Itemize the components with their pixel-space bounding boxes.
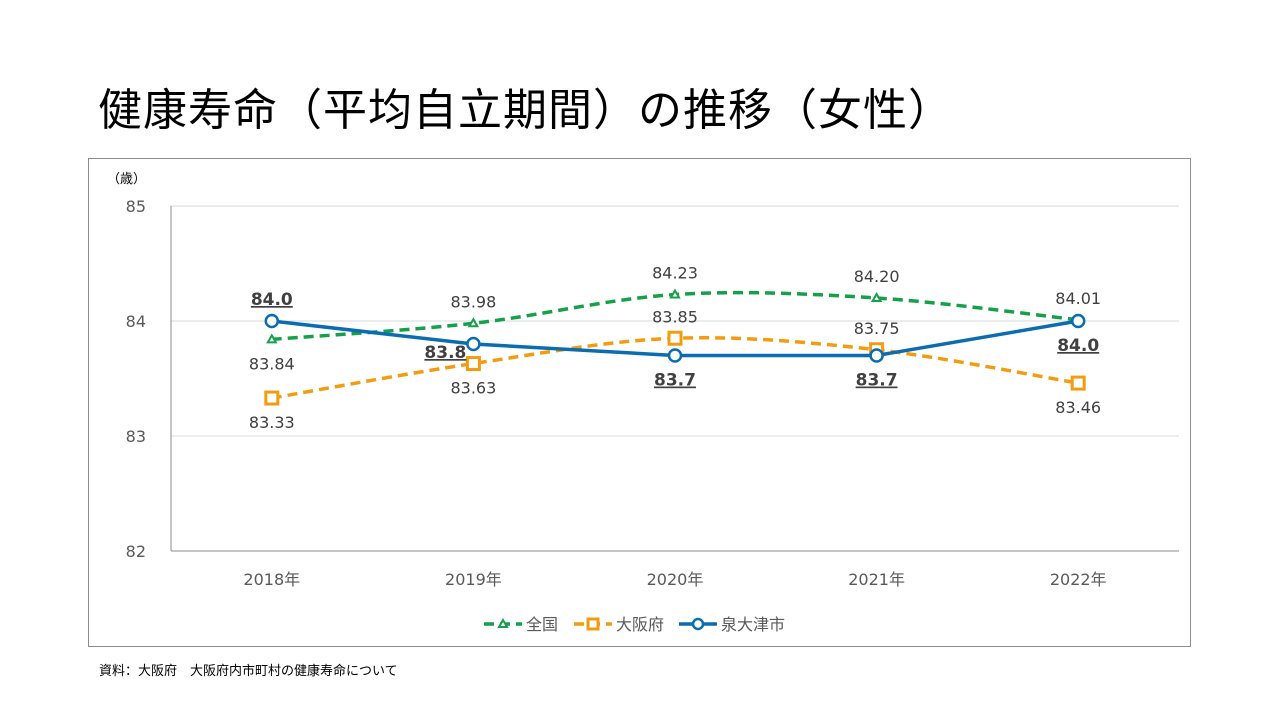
data-point-marker[interactable] (667, 330, 683, 346)
data-label: 83.85 (652, 307, 698, 326)
legend-label[interactable]: 大阪府 (616, 615, 664, 634)
data-label: 84.20 (854, 267, 900, 286)
data-label: 83.84 (249, 354, 295, 373)
data-label: 83.46 (1055, 398, 1101, 417)
source-note: 資料：大阪府 大阪府内市町村の健康寿命について (99, 664, 398, 679)
data-label: 83.7 (654, 371, 696, 391)
data-label: 83.8 (424, 343, 466, 363)
data-label: 84.0 (1057, 336, 1099, 356)
x-tick-label: 2019年 (445, 570, 502, 589)
data-label: 83.98 (450, 292, 496, 311)
x-tick-label: 2021年 (848, 570, 905, 589)
data-label: 83.75 (854, 319, 900, 338)
data-point-marker[interactable] (467, 317, 480, 328)
legend-label[interactable]: 泉大津市 (721, 615, 785, 634)
y-tick-label: 83 (126, 427, 146, 446)
data-point-marker[interactable] (870, 291, 883, 302)
legend-marker (691, 617, 705, 631)
x-tick-label: 2022年 (1050, 570, 1107, 589)
x-tick-label: 2020年 (647, 570, 704, 589)
legend-label[interactable]: 全国 (526, 615, 558, 634)
data-point-marker[interactable] (266, 333, 278, 344)
chart-area: 82 83 84 85 （歳） 2018年 2019年 2020年 2021年 2022年 83.8… (88, 158, 1191, 647)
data-point-marker[interactable] (1070, 313, 1086, 329)
data-label: 83.63 (450, 379, 496, 398)
data-point-marker[interactable] (1070, 375, 1086, 391)
data-label: 84.01 (1055, 289, 1101, 308)
chart-title: 健康寿命（平均自立期間）の推移（女性） (98, 85, 953, 136)
data-point-marker[interactable] (669, 288, 681, 299)
data-label: 84.0 (251, 290, 293, 310)
data-point-marker[interactable] (869, 348, 884, 363)
data-label: 84.23 (652, 264, 698, 283)
data-point-marker[interactable] (667, 348, 683, 363)
y-axis-label: （歳） (107, 172, 146, 187)
x-tick-label: 2018年 (243, 570, 300, 589)
data-point-marker[interactable] (264, 390, 280, 406)
legend-marker (586, 617, 600, 631)
data-label: 83.33 (249, 413, 295, 432)
data-point-marker[interactable] (264, 313, 280, 329)
y-tick-label: 84 (126, 312, 146, 331)
data-point-marker[interactable] (465, 356, 481, 372)
data-point-marker[interactable] (466, 336, 481, 352)
legend-marker (497, 617, 509, 628)
y-tick-label: 82 (126, 542, 146, 561)
y-tick-label: 85 (126, 197, 146, 216)
line-chart: 82 83 84 85 （歳） 2018年 2019年 2020年 2021年 2022年 83.8… (107, 172, 1179, 634)
data-label: 83.7 (856, 371, 898, 391)
